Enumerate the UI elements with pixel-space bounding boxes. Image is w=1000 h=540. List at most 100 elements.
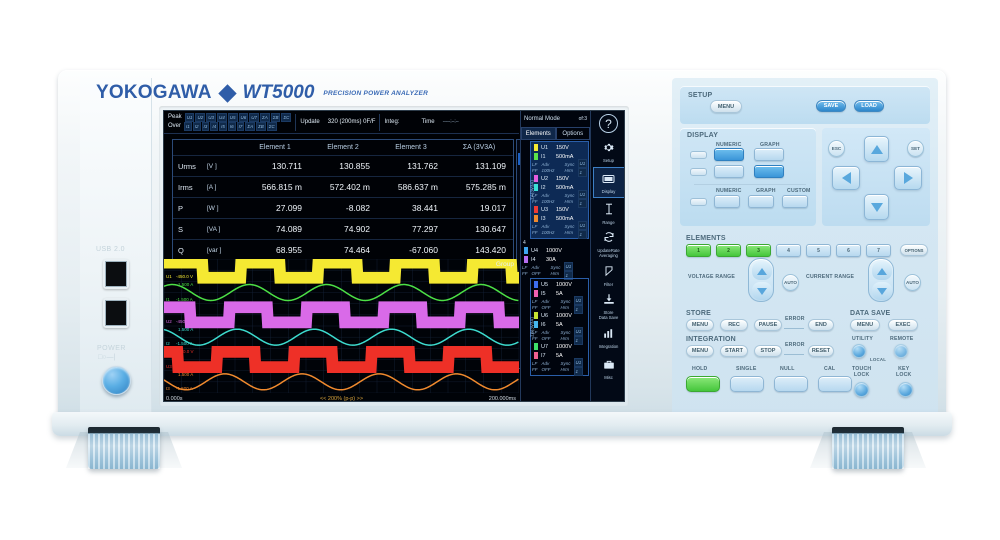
element-button-4[interactable]: 4 bbox=[776, 244, 801, 257]
store-end-button[interactable]: END bbox=[808, 319, 834, 331]
display-row1-indicator[interactable] bbox=[690, 151, 707, 159]
channel-line[interactable]: I6 5A bbox=[531, 320, 588, 329]
voltage-range-rocker[interactable] bbox=[748, 258, 774, 302]
rail-item-store-data-save[interactable]: Store Data Save bbox=[593, 291, 625, 322]
left-port-column bbox=[80, 78, 152, 420]
key-lock-button[interactable] bbox=[898, 382, 913, 397]
channel-line[interactable]: U2 150V bbox=[531, 174, 588, 183]
channel-line[interactable]: I2 500mA bbox=[531, 183, 588, 192]
store-menu-button[interactable]: MENU bbox=[686, 319, 714, 331]
integration-start-button[interactable]: START bbox=[720, 345, 748, 357]
null-button[interactable] bbox=[774, 376, 808, 392]
panel-tabs[interactable]: Elements Options bbox=[521, 127, 590, 140]
tab-elements[interactable]: Elements bbox=[521, 127, 556, 140]
usb-port-2[interactable] bbox=[103, 298, 129, 328]
voltage-range-up[interactable] bbox=[752, 262, 772, 280]
channel-line[interactable]: U1 150V bbox=[531, 143, 588, 152]
element-group-a[interactable]: ΣA(3V3A) U1 150V I1 500mA LF FF Adv 100Hz Sync Hrm… bbox=[529, 141, 589, 239]
channel-line[interactable]: U7 1000V bbox=[531, 342, 588, 351]
display-graph-button-1[interactable] bbox=[754, 148, 784, 161]
element-group-b[interactable]: ΣB(3V3A) U5 1000V I5 5A LF FF Adv OFF Sync Hrm U1 1 U… bbox=[529, 278, 589, 376]
rail-item-range[interactable]: Range bbox=[593, 198, 625, 229]
voltage-auto-button[interactable]: AUTO bbox=[782, 274, 799, 291]
remote-button[interactable] bbox=[894, 344, 908, 358]
rail-item-setup[interactable]: Setup bbox=[593, 136, 625, 167]
display-graph-button-2[interactable] bbox=[754, 165, 784, 178]
element-button-7[interactable]: 7 bbox=[866, 244, 891, 257]
lcd-screen[interactable]: Peak U1 U2 U3 U4 U5 U6 U7 ΣA ΣB ΣC Over I1 I2 I3 I4 I… bbox=[163, 110, 625, 402]
elements-panel[interactable]: Normal Mode of:3 Elements Options ΣA(3V3… bbox=[520, 111, 590, 401]
power-button[interactable] bbox=[102, 366, 131, 395]
touch-lock-button[interactable] bbox=[854, 382, 869, 397]
element-options-button[interactable]: OPTIONS bbox=[900, 244, 928, 256]
channel-line[interactable]: I4 30A bbox=[521, 255, 590, 264]
hold-button[interactable] bbox=[686, 376, 720, 392]
channel-name: U7 bbox=[541, 343, 549, 350]
rail-item-filter[interactable]: Filter bbox=[593, 260, 625, 291]
store-pause-button[interactable]: PAUSE bbox=[754, 319, 782, 331]
integration-stop-button[interactable]: STOP bbox=[754, 345, 782, 357]
utility-button[interactable] bbox=[852, 344, 866, 358]
tab-options[interactable]: Options bbox=[555, 127, 590, 140]
channel-line[interactable]: I5 5A bbox=[531, 289, 588, 298]
current-range-up[interactable] bbox=[872, 262, 892, 280]
row-unit: [A ] bbox=[207, 183, 217, 191]
element-button-6[interactable]: 6 bbox=[836, 244, 861, 257]
channel-line[interactable]: U5 1000V bbox=[531, 280, 588, 289]
display-custom-button[interactable] bbox=[782, 195, 808, 208]
element-button-3[interactable]: 3 bbox=[746, 244, 771, 257]
help-icon[interactable]: ? bbox=[599, 114, 618, 133]
element-button-2[interactable]: 2 bbox=[716, 244, 741, 257]
current-range-down[interactable] bbox=[872, 282, 892, 300]
channel-line[interactable]: U4 1000V bbox=[521, 246, 590, 255]
waveform-area[interactable]: Group 450.0 V -450.0 V U1 1.500 A -1.500 A I1… bbox=[164, 256, 520, 401]
usb-port-1[interactable] bbox=[103, 259, 129, 289]
rail-item-label: Display bbox=[601, 188, 616, 194]
element-4-block[interactable]: U4 1000V I4 30A LF FF Adv OFF Sync Hrm U1 1 bbox=[521, 246, 590, 280]
channel-name: I6 bbox=[541, 321, 546, 328]
setup-menu-button[interactable]: MENU bbox=[710, 100, 742, 113]
rail-items[interactable]: Setup Display Range UpdateRate Averaging Filt… bbox=[592, 136, 625, 384]
current-range-rocker[interactable] bbox=[868, 258, 894, 302]
voltage-range-down[interactable] bbox=[752, 282, 772, 300]
rail-item-updaterate-averaging[interactable]: UpdateRate Averaging bbox=[593, 229, 625, 260]
display-graph-label-2: GRAPH bbox=[756, 188, 776, 194]
channel-line[interactable]: I1 500mA bbox=[531, 152, 588, 161]
display-row2-indicator[interactable] bbox=[690, 168, 707, 176]
over-chips: I1 I2 I3 I4 I5 I6 I7 ΣA ΣB ΣC bbox=[184, 122, 277, 131]
current-auto-button[interactable]: AUTO bbox=[904, 274, 921, 291]
store-rec-button[interactable]: REC bbox=[720, 319, 748, 331]
channel-line[interactable]: U6 1000V bbox=[531, 311, 588, 320]
chevron-up-icon bbox=[870, 144, 883, 154]
display-numeric-button-1[interactable] bbox=[714, 148, 744, 161]
set-button[interactable]: SET bbox=[907, 140, 924, 157]
function-icon-rail[interactable]: ? Setup Display Range UpdateRate Averaging Fi… bbox=[590, 111, 625, 401]
display-numeric-button-2[interactable] bbox=[714, 165, 744, 178]
integration-menu-button[interactable]: MENU bbox=[686, 345, 714, 357]
trace-name-label: U3 bbox=[166, 363, 172, 369]
channel-line[interactable]: I3 500mA bbox=[531, 214, 588, 223]
display-row3-indicator[interactable] bbox=[690, 198, 707, 206]
data-save-menu-button[interactable]: MENU bbox=[850, 319, 880, 331]
channel-line[interactable]: U3 150V bbox=[531, 205, 588, 214]
data-save-exec-button[interactable]: EXEC bbox=[888, 319, 918, 331]
esc-button[interactable]: ESC bbox=[828, 140, 845, 157]
rail-item-display[interactable]: Display bbox=[592, 167, 624, 198]
rail-item-integration[interactable]: Integration bbox=[593, 322, 625, 353]
display-numeric-button-3[interactable] bbox=[714, 195, 740, 208]
element-button-1[interactable]: 1 bbox=[686, 244, 711, 257]
channel-name: I4 bbox=[531, 256, 536, 263]
integration-reset-button[interactable]: RESET bbox=[808, 345, 834, 357]
single-button[interactable] bbox=[730, 376, 764, 392]
cal-button[interactable] bbox=[818, 376, 852, 392]
nav-right-button[interactable] bbox=[894, 166, 922, 190]
rail-item-misc[interactable]: Misc bbox=[593, 353, 625, 384]
nav-up-button[interactable] bbox=[864, 136, 889, 162]
channel-line[interactable]: I7 5A bbox=[531, 351, 588, 360]
display-graph-button-3[interactable] bbox=[748, 195, 774, 208]
nav-left-button[interactable] bbox=[832, 166, 860, 190]
load-button[interactable]: LOAD bbox=[854, 100, 884, 112]
save-button[interactable]: SAVE bbox=[816, 100, 846, 112]
nav-down-button[interactable] bbox=[864, 194, 889, 220]
element-button-5[interactable]: 5 bbox=[806, 244, 831, 257]
